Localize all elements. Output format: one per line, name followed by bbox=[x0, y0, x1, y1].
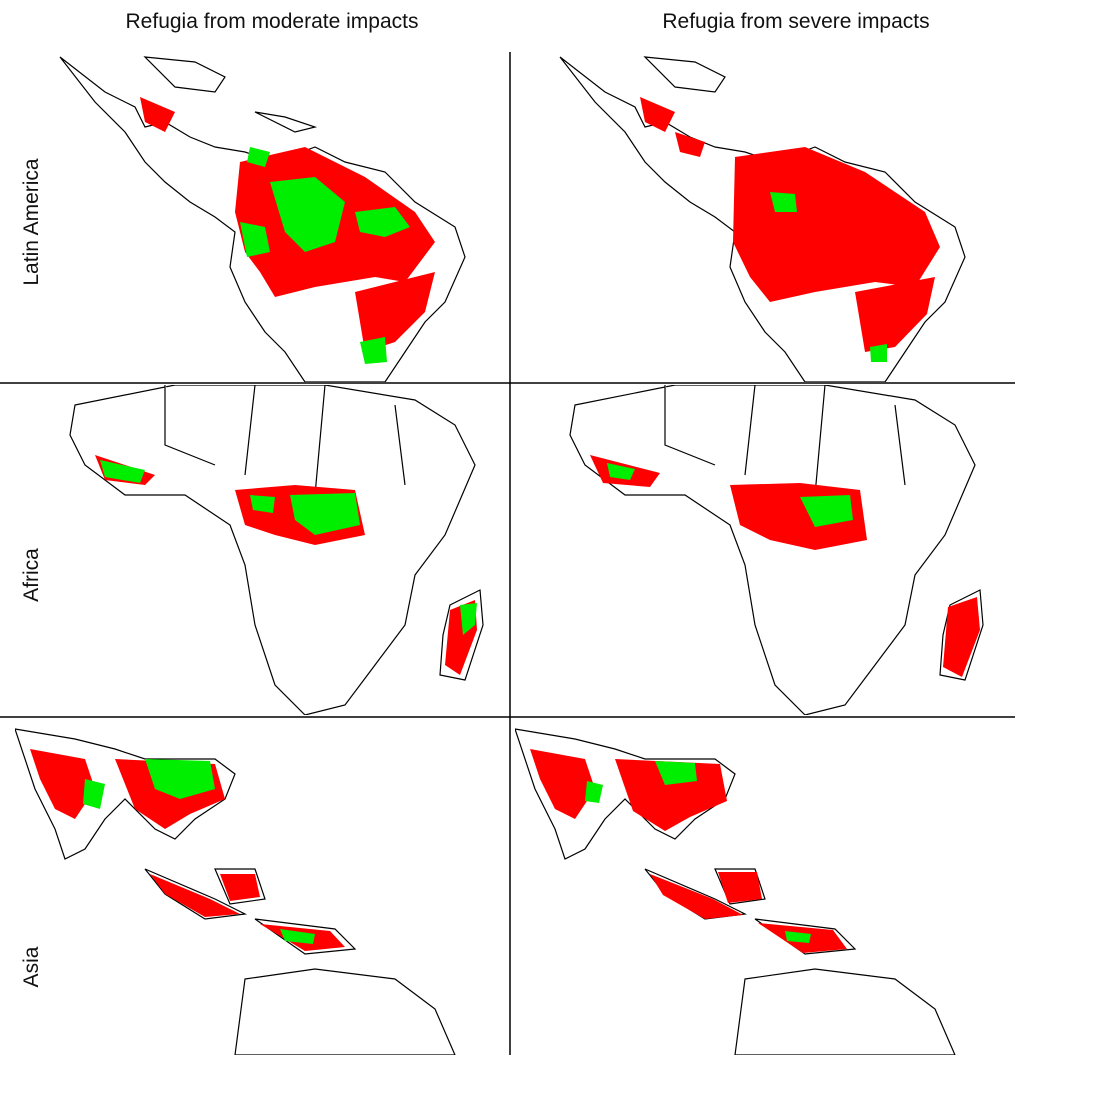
land-outline bbox=[569, 385, 984, 715]
refugia-areas bbox=[607, 463, 853, 527]
map-asia-severe bbox=[515, 728, 956, 1055]
map-asia-moderate bbox=[15, 728, 456, 1055]
map-latin-america-severe bbox=[559, 56, 966, 382]
refugia-areas bbox=[83, 759, 315, 944]
column-title-moderate: Refugia from moderate impacts bbox=[125, 10, 419, 33]
panel-grid bbox=[0, 52, 1015, 1055]
impacted-areas bbox=[530, 749, 847, 953]
impacted-areas bbox=[640, 97, 940, 352]
map-africa-severe bbox=[569, 385, 984, 715]
refugia-areas bbox=[100, 460, 477, 635]
column-title-severe: Refugia from severe impacts bbox=[662, 10, 930, 33]
refugia-areas bbox=[770, 192, 887, 362]
map-latin-america-moderate bbox=[59, 56, 466, 382]
refugia-areas bbox=[585, 761, 811, 943]
land-outline bbox=[69, 385, 484, 715]
map-africa-moderate bbox=[69, 385, 484, 715]
refugia-areas bbox=[240, 147, 410, 364]
